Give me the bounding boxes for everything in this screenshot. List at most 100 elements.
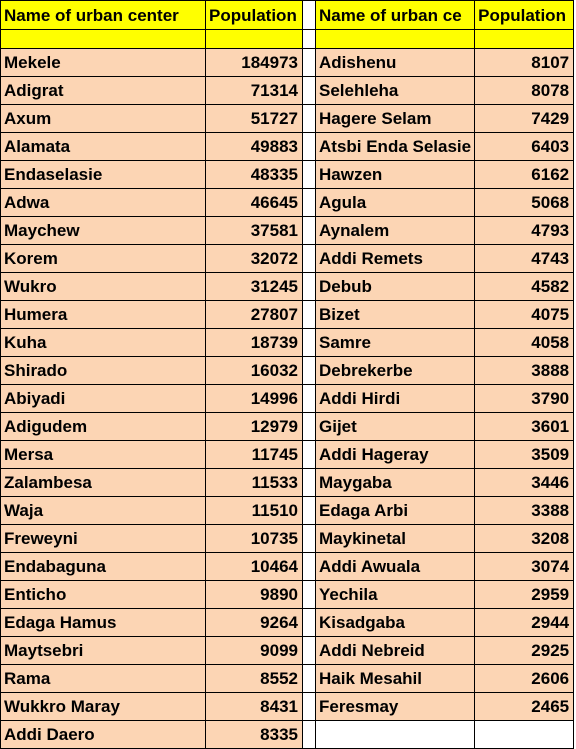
cell-right-population[interactable]: 3074 xyxy=(474,552,575,581)
cell-left-name[interactable]: Humera xyxy=(0,300,206,329)
cell-left-name[interactable]: Mersa xyxy=(0,440,206,469)
cell-left-population[interactable]: 11745 xyxy=(205,440,303,469)
cell-left-name[interactable]: Mekele xyxy=(0,48,206,77)
cell-right-population[interactable]: 8107 xyxy=(474,48,575,77)
cell-left-population[interactable]: 9264 xyxy=(205,608,303,637)
cell-left-name[interactable]: Addi Daero xyxy=(0,720,206,749)
cell-right-name[interactable] xyxy=(314,720,476,749)
cell-right-population[interactable]: 2944 xyxy=(474,608,575,637)
cell-right-population[interactable]: 3388 xyxy=(474,496,575,525)
cell-right-name[interactable]: Agula xyxy=(314,188,476,217)
cell-right-name[interactable]: Feresmay xyxy=(314,692,476,721)
cell-left-name[interactable]: Alamata xyxy=(0,132,206,161)
cell-right-name[interactable]: Yechila xyxy=(314,580,476,609)
cell-right-name[interactable]: Addi Nebreid xyxy=(314,636,476,665)
cell-left-population[interactable]: 51727 xyxy=(205,104,303,133)
cell-left-name[interactable]: Adigudem xyxy=(0,412,206,441)
cell-right-name[interactable]: Haik Mesahil xyxy=(314,664,476,693)
cell-left-population[interactable]: 9099 xyxy=(205,636,303,665)
cell-right-name[interactable]: Addi Hageray xyxy=(314,440,476,469)
cell-right-name[interactable]: Hagere Selam xyxy=(314,104,476,133)
cell-left-population[interactable]: 31245 xyxy=(205,272,303,301)
cell-left-name[interactable]: Endabaguna xyxy=(0,552,206,581)
cell-right-population[interactable]: 3509 xyxy=(474,440,575,469)
spacer-cell-left-population[interactable] xyxy=(205,29,303,49)
cell-left-population[interactable]: 32072 xyxy=(205,244,303,273)
cell-right-population[interactable]: 4058 xyxy=(474,328,575,357)
cell-left-population[interactable]: 49883 xyxy=(205,132,303,161)
cell-right-name[interactable]: Kisadgaba xyxy=(314,608,476,637)
spacer-cell-right-name[interactable] xyxy=(314,29,476,49)
cell-left-name[interactable]: Wukkro Maray xyxy=(0,692,206,721)
cell-right-name[interactable]: Debub xyxy=(314,272,476,301)
cell-left-name[interactable]: Zalambesa xyxy=(0,468,206,497)
header-left-population[interactable]: Population xyxy=(205,0,303,30)
cell-left-name[interactable]: Waja xyxy=(0,496,206,525)
cell-right-population[interactable]: 3601 xyxy=(474,412,575,441)
cell-left-name[interactable]: Adigrat xyxy=(0,76,206,105)
cell-right-name[interactable]: Atsbi Enda Selasie xyxy=(314,132,476,161)
cell-left-population[interactable]: 37581 xyxy=(205,216,303,245)
cell-right-name[interactable]: Addi Hirdi xyxy=(314,384,476,413)
cell-left-population[interactable]: 48335 xyxy=(205,160,303,189)
cell-right-name[interactable]: Hawzen xyxy=(314,160,476,189)
cell-right-population[interactable]: 4582 xyxy=(474,272,575,301)
cell-left-population[interactable]: 8552 xyxy=(205,664,303,693)
cell-left-name[interactable]: Maychew xyxy=(0,216,206,245)
cell-left-name[interactable]: Korem xyxy=(0,244,206,273)
cell-right-population[interactable]: 2959 xyxy=(474,580,575,609)
cell-right-population[interactable]: 2925 xyxy=(474,636,575,665)
cell-left-population[interactable]: 10735 xyxy=(205,524,303,553)
cell-left-population[interactable]: 8431 xyxy=(205,692,303,721)
cell-right-name[interactable]: Addi Remets xyxy=(314,244,476,273)
cell-left-name[interactable]: Maytsebri xyxy=(0,636,206,665)
spacer-cell-right-population[interactable] xyxy=(474,29,575,49)
cell-right-population[interactable]: 8078 xyxy=(474,76,575,105)
cell-left-name[interactable]: Freweyni xyxy=(0,524,206,553)
cell-left-population[interactable]: 10464 xyxy=(205,552,303,581)
cell-right-population[interactable]: 4075 xyxy=(474,300,575,329)
cell-right-population[interactable]: 6162 xyxy=(474,160,575,189)
cell-left-population[interactable]: 14996 xyxy=(205,384,303,413)
cell-right-name[interactable]: Aynalem xyxy=(314,216,476,245)
cell-right-population[interactable]: 2606 xyxy=(474,664,575,693)
cell-right-name[interactable]: Selehleha xyxy=(314,76,476,105)
cell-right-population[interactable]: 3790 xyxy=(474,384,575,413)
cell-left-name[interactable]: Abiyadi xyxy=(0,384,206,413)
cell-left-population[interactable]: 184973 xyxy=(205,48,303,77)
header-right-name[interactable]: Name of urban ce xyxy=(314,0,476,30)
cell-right-name[interactable]: Samre xyxy=(314,328,476,357)
spacer-cell-left-name[interactable] xyxy=(0,29,206,49)
cell-right-population[interactable]: 5068 xyxy=(474,188,575,217)
cell-right-name[interactable]: Maygaba xyxy=(314,468,476,497)
cell-left-population[interactable]: 11533 xyxy=(205,468,303,497)
cell-left-population[interactable]: 46645 xyxy=(205,188,303,217)
cell-left-name[interactable]: Adwa xyxy=(0,188,206,217)
cell-right-name[interactable]: Debrekerbe xyxy=(314,356,476,385)
cell-right-population[interactable]: 3208 xyxy=(474,524,575,553)
cell-left-name[interactable]: Rama xyxy=(0,664,206,693)
cell-left-name[interactable]: Enticho xyxy=(0,580,206,609)
cell-left-population[interactable]: 27807 xyxy=(205,300,303,329)
cell-left-name[interactable]: Endaselasie xyxy=(0,160,206,189)
cell-left-name[interactable]: Edaga Hamus xyxy=(0,608,206,637)
cell-right-population[interactable]: 4793 xyxy=(474,216,575,245)
cell-right-population[interactable]: 7429 xyxy=(474,104,575,133)
cell-left-name[interactable]: Shirado xyxy=(0,356,206,385)
cell-right-name[interactable]: Gijet xyxy=(314,412,476,441)
cell-right-name[interactable]: Bizet xyxy=(314,300,476,329)
cell-left-name[interactable]: Kuha xyxy=(0,328,206,357)
cell-right-name[interactable]: Adishenu xyxy=(314,48,476,77)
cell-left-population[interactable]: 71314 xyxy=(205,76,303,105)
cell-right-name[interactable]: Addi Awuala xyxy=(314,552,476,581)
cell-right-population[interactable]: 3446 xyxy=(474,468,575,497)
cell-left-population[interactable]: 16032 xyxy=(205,356,303,385)
cell-left-population[interactable]: 9890 xyxy=(205,580,303,609)
cell-left-population[interactable]: 8335 xyxy=(205,720,303,749)
cell-right-name[interactable]: Maykinetal xyxy=(314,524,476,553)
cell-right-population[interactable]: 6403 xyxy=(474,132,575,161)
cell-left-name[interactable]: Wukro xyxy=(0,272,206,301)
cell-right-population[interactable]: 2465 xyxy=(474,692,575,721)
cell-left-population[interactable]: 12979 xyxy=(205,412,303,441)
cell-left-population[interactable]: 11510 xyxy=(205,496,303,525)
